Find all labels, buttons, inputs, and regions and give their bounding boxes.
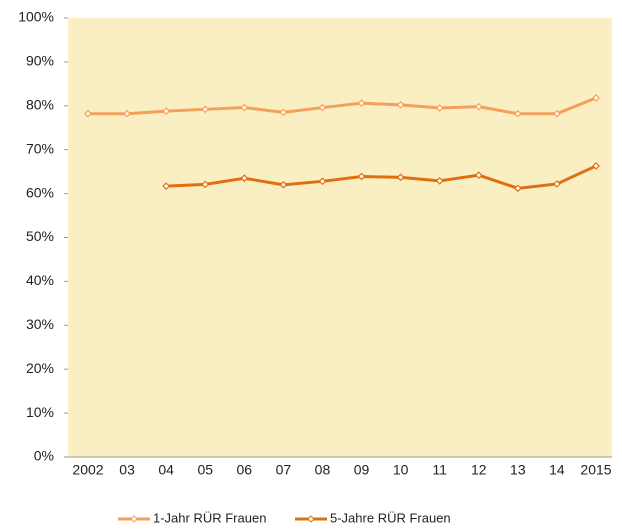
series-line (88, 96, 597, 116)
x-tick-label: 14 (549, 462, 565, 478)
y-tick-label: 10% (26, 404, 54, 420)
point-marker (513, 109, 522, 118)
x-tick-label: 11 (432, 462, 447, 478)
point-marker (474, 171, 483, 180)
x-tick-label: 05 (197, 462, 213, 478)
y-tick-label: 30% (26, 316, 54, 332)
point-marker (357, 99, 366, 108)
plot-background (68, 18, 612, 457)
point-marker (162, 107, 171, 115)
y-tick-label: 60% (26, 184, 54, 200)
point-marker (201, 180, 210, 189)
series-line (166, 164, 597, 190)
point-marker (553, 109, 561, 118)
point-marker (553, 180, 561, 188)
point-marker (357, 172, 366, 181)
x-tick-label: 10 (393, 462, 409, 478)
point-marker (592, 162, 600, 170)
point-marker (279, 180, 288, 189)
x-tick-label: 03 (119, 462, 135, 478)
legend-marker (130, 515, 138, 523)
x-tick-label: 06 (237, 462, 253, 478)
x-tick-label: 12 (471, 462, 487, 478)
y-tick-label: 90% (26, 53, 54, 69)
point-marker (474, 102, 483, 111)
y-tick-label: 70% (26, 140, 54, 156)
x-tick-label: 08 (315, 462, 331, 478)
y-tick-label: 80% (26, 97, 54, 113)
y-tick-label: 50% (26, 228, 54, 244)
y-tick-label: 20% (26, 360, 54, 376)
point-marker (396, 101, 405, 109)
legend-label: 1-Jahr RÜR Frauen (153, 510, 266, 525)
point-marker (240, 103, 249, 112)
point-marker (396, 173, 405, 182)
point-marker (201, 105, 210, 114)
y-tick-label: 100% (18, 9, 54, 25)
x-tick-label: 2015 (580, 462, 611, 478)
point-marker (318, 177, 327, 186)
point-marker (84, 109, 92, 118)
x-tick-label: 13 (510, 462, 526, 478)
point-marker (123, 109, 131, 118)
point-marker (240, 174, 249, 183)
point-marker (592, 94, 600, 102)
x-tick-label: 09 (354, 462, 370, 478)
x-tick-label: 04 (158, 462, 174, 478)
point-marker (435, 177, 444, 185)
point-marker (318, 103, 327, 112)
y-tick-label: 40% (26, 272, 54, 288)
x-tick-label: 2002 (72, 462, 103, 478)
legend-label: 5-Jahre RÜR Frauen (330, 510, 451, 525)
point-marker (435, 104, 444, 112)
point-marker (513, 184, 522, 193)
y-tick-label: 0% (34, 448, 54, 464)
point-marker (162, 182, 171, 190)
point-marker (279, 108, 288, 117)
x-tick-label: 07 (276, 462, 292, 478)
legend-marker (307, 515, 315, 523)
